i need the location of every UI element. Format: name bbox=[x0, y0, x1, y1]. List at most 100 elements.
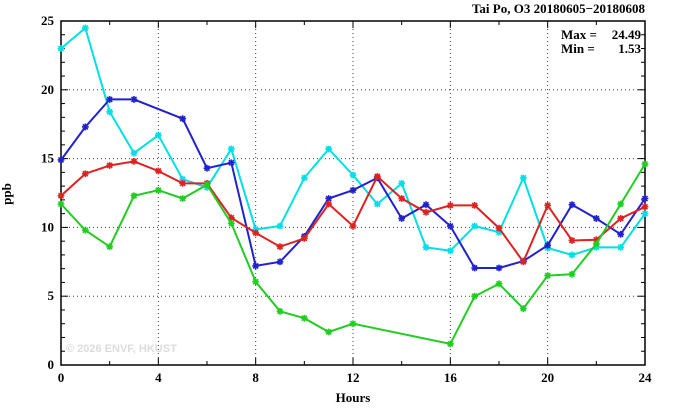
stats-annotation: Max = 24.49 Min = 1.53 bbox=[561, 28, 641, 56]
data-point-marker bbox=[422, 201, 430, 209]
data-point-marker bbox=[57, 156, 65, 164]
data-point-marker bbox=[617, 243, 625, 251]
blue-series bbox=[57, 96, 649, 272]
data-point-marker bbox=[617, 230, 625, 238]
data-point-marker bbox=[179, 115, 187, 123]
data-point-marker bbox=[641, 203, 649, 211]
data-point-marker bbox=[641, 160, 649, 168]
data-point-marker bbox=[349, 171, 357, 179]
data-point-marker bbox=[179, 179, 187, 187]
data-point-marker bbox=[519, 258, 527, 266]
data-point-marker bbox=[519, 174, 527, 182]
data-point-marker bbox=[495, 228, 503, 236]
data-point-marker bbox=[81, 123, 89, 131]
data-point-marker bbox=[106, 162, 114, 169]
y-tick-label: 5 bbox=[48, 288, 55, 303]
y-tick-label: 25 bbox=[41, 13, 55, 28]
min-label: Min = bbox=[561, 41, 595, 56]
data-point-marker bbox=[398, 179, 406, 187]
x-tick-label: 20 bbox=[541, 370, 554, 385]
data-point-marker bbox=[325, 145, 333, 153]
data-point-marker bbox=[349, 222, 357, 230]
data-point-marker bbox=[154, 186, 162, 194]
data-point-marker bbox=[422, 208, 430, 216]
data-point-marker bbox=[276, 258, 284, 266]
data-point-marker bbox=[471, 222, 479, 230]
data-point-marker bbox=[325, 328, 333, 336]
watermark: © 2026 ENVF, HKUST bbox=[66, 343, 177, 355]
data-point-marker bbox=[300, 174, 308, 182]
data-point-marker bbox=[252, 262, 260, 270]
data-point-marker bbox=[471, 264, 479, 272]
data-point-marker bbox=[592, 240, 600, 248]
data-point-marker bbox=[471, 292, 479, 300]
data-point-marker bbox=[349, 186, 357, 194]
data-point-marker bbox=[641, 195, 649, 202]
data-point-marker bbox=[81, 226, 89, 234]
data-point-marker bbox=[227, 214, 235, 222]
data-point-marker bbox=[568, 251, 576, 259]
data-point-marker bbox=[106, 243, 114, 251]
data-point-marker bbox=[81, 24, 89, 32]
data-point-marker bbox=[203, 181, 211, 189]
data-point-marker bbox=[446, 247, 454, 255]
data-point-marker bbox=[617, 200, 625, 208]
data-point-marker bbox=[179, 175, 187, 183]
chart-title: Tai Po, O3 20180605−20180608 bbox=[471, 1, 645, 16]
data-point-marker bbox=[495, 224, 503, 232]
data-point-marker bbox=[495, 280, 503, 288]
data-point-marker bbox=[57, 45, 65, 52]
data-point-marker bbox=[519, 305, 527, 312]
max-value: 24.49 bbox=[611, 27, 641, 42]
data-point-marker bbox=[325, 200, 333, 208]
data-point-marker bbox=[81, 170, 89, 178]
data-point-marker bbox=[276, 307, 284, 315]
data-point-marker bbox=[373, 200, 381, 208]
x-axis-label: Hours bbox=[335, 390, 371, 405]
data-point-marker bbox=[227, 219, 235, 227]
x-tick-label: 16 bbox=[444, 370, 458, 385]
y-axis-label: ppb bbox=[0, 183, 14, 205]
red-series bbox=[57, 157, 649, 266]
data-point-marker bbox=[446, 201, 454, 209]
y-tick-label: 20 bbox=[41, 82, 54, 97]
data-point-marker bbox=[227, 159, 235, 167]
data-point-marker bbox=[398, 195, 406, 202]
data-point-marker bbox=[544, 241, 552, 249]
data-point-marker bbox=[300, 314, 308, 322]
data-point-marker bbox=[446, 340, 454, 348]
data-point-marker bbox=[446, 222, 454, 230]
data-point-marker bbox=[641, 210, 649, 218]
data-point-marker bbox=[130, 192, 138, 200]
data-point-marker bbox=[373, 173, 381, 180]
x-tick-label: 4 bbox=[155, 370, 162, 385]
data-point-marker bbox=[495, 264, 503, 272]
data-point-marker bbox=[325, 195, 333, 202]
green-series-line bbox=[60, 163, 646, 346]
data-point-marker bbox=[106, 96, 114, 103]
data-point-marker bbox=[568, 237, 576, 244]
data-point-marker bbox=[592, 215, 600, 222]
y-tick-label: 15 bbox=[41, 151, 55, 166]
x-tick-label: 24 bbox=[639, 370, 653, 385]
data-point-marker bbox=[276, 243, 284, 251]
y-tick-label: 0 bbox=[48, 357, 55, 372]
data-point-marker bbox=[252, 229, 260, 237]
data-point-marker bbox=[592, 243, 600, 251]
green-series bbox=[57, 160, 649, 348]
x-tick-label: 0 bbox=[58, 370, 65, 385]
data-point-marker bbox=[252, 278, 260, 286]
data-point-marker bbox=[130, 149, 138, 157]
data-point-marker bbox=[203, 164, 211, 172]
data-point-marker bbox=[568, 270, 576, 278]
x-tick-label: 8 bbox=[252, 370, 259, 385]
data-point-marker bbox=[130, 157, 138, 165]
data-point-marker bbox=[471, 201, 479, 209]
data-point-marker bbox=[179, 195, 187, 202]
data-point-marker bbox=[398, 215, 406, 222]
data-point-marker bbox=[349, 320, 357, 328]
data-point-marker bbox=[276, 222, 284, 230]
min-value: 1.53 bbox=[618, 41, 641, 56]
